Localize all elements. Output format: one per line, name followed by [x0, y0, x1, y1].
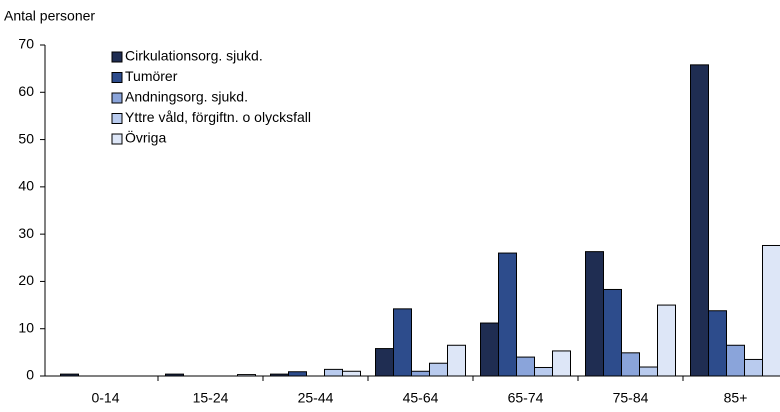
x-tick-label: 15-24: [193, 390, 229, 406]
y-tick-label: 70: [18, 36, 34, 52]
bar: [480, 322, 499, 377]
legend-swatch: [111, 113, 123, 124]
legend-label: Cirkulationsorg. sjukd.: [125, 48, 263, 64]
bar: [762, 244, 780, 377]
bar: [708, 310, 727, 377]
y-tick-label: 0: [26, 367, 34, 383]
legend-swatch: [111, 133, 123, 145]
bar: [639, 366, 658, 377]
bar: [657, 304, 676, 377]
bar: [534, 366, 553, 377]
x-tick-label: 85+: [724, 390, 748, 406]
bar: [393, 308, 412, 377]
x-tick-label: 75-84: [613, 390, 649, 406]
bar: [288, 371, 307, 377]
bar: [429, 362, 448, 377]
bar: [552, 350, 571, 377]
legend-swatch: [111, 72, 123, 83]
bar: [744, 358, 763, 377]
y-tick-label: 10: [18, 319, 34, 335]
bar: [726, 344, 745, 377]
legend-label: Andningsorg. sjukd.: [125, 89, 248, 105]
bar: [411, 370, 430, 377]
x-tick-label: 65-74: [508, 390, 544, 406]
y-tick-label: 40: [18, 178, 34, 194]
y-tick-label: 30: [18, 225, 34, 241]
bar: [690, 64, 709, 377]
bar: [603, 288, 622, 377]
legend-label: Övriga: [125, 129, 166, 146]
legend-swatch: [111, 51, 123, 63]
y-axis-title: Antal personer: [4, 8, 95, 24]
legend-label: Tumörer: [125, 68, 178, 84]
x-tick-label: 45-64: [403, 390, 439, 406]
x-tick-label: 25-44: [298, 390, 334, 406]
bar: [324, 368, 343, 377]
bar: [375, 348, 394, 377]
y-tick-label: 20: [18, 272, 34, 288]
bar: [585, 251, 604, 377]
x-tick-label: 0-14: [91, 390, 119, 406]
bar: [516, 356, 535, 377]
bar: [342, 370, 361, 377]
y-tick-label: 60: [18, 83, 34, 99]
legend-label: Yttre våld, förgiftn. o olycksfall: [125, 109, 311, 125]
bar: [498, 252, 517, 377]
bar: [447, 344, 466, 377]
bar: [621, 352, 640, 377]
legend-swatch: [111, 92, 123, 104]
y-tick-label: 50: [18, 130, 34, 146]
